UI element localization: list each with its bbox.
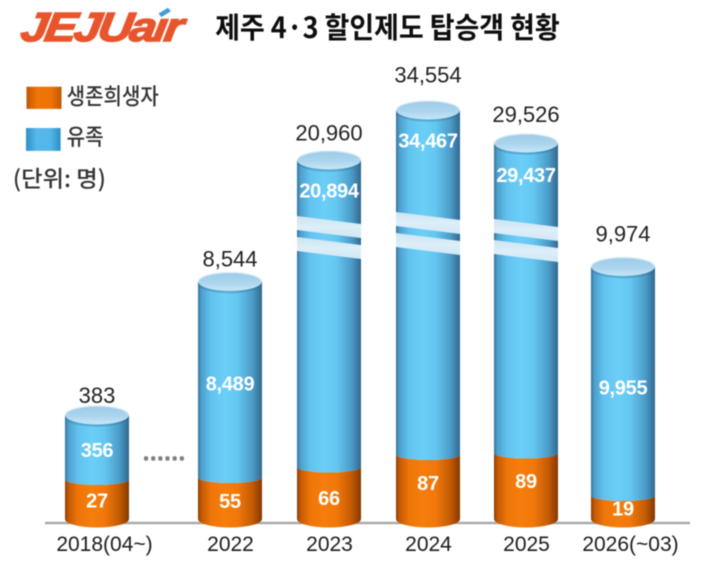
svg-text:2025: 2025 [503,533,550,556]
svg-text:8,489: 8,489 [206,374,255,396]
svg-text:34,467: 34,467 [398,131,458,153]
svg-text:8,544: 8,544 [202,247,257,272]
svg-text:20,960: 20,960 [295,121,362,146]
svg-text:383: 383 [79,383,116,408]
svg-text:87: 87 [417,473,439,495]
svg-text:2024: 2024 [405,533,452,556]
svg-text:9,974: 9,974 [595,222,650,247]
svg-text:356: 356 [81,440,114,462]
svg-text:66: 66 [318,488,340,510]
svg-text:19: 19 [612,499,634,521]
svg-text:2023: 2023 [306,533,353,556]
svg-text:9,955: 9,955 [599,378,648,400]
svg-text:27: 27 [86,491,108,513]
svg-text:29,437: 29,437 [496,165,556,187]
svg-text:20,894: 20,894 [299,181,360,203]
svg-text:34,554: 34,554 [394,63,461,88]
svg-text:2026(~03): 2026(~03) [582,533,678,556]
svg-text:55: 55 [219,491,241,513]
svg-text:2022: 2022 [207,533,254,556]
svg-text:29,526: 29,526 [492,102,559,127]
svg-text:89: 89 [515,471,537,493]
svg-text:2018(04~): 2018(04~) [56,533,152,556]
